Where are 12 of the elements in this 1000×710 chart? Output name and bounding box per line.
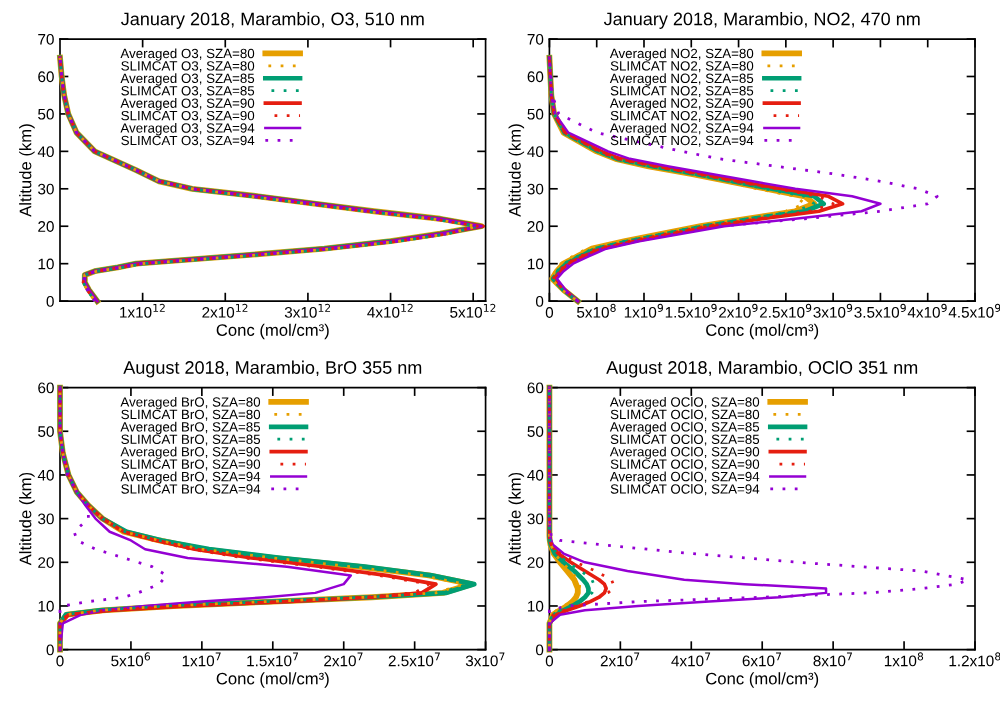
chart-title: January 2018, Marambio, O3, 510 nm xyxy=(121,12,424,29)
y-axis-title: Altitude (km) xyxy=(508,124,525,217)
y-axis-title: Altitude (km) xyxy=(19,124,35,217)
x-axis-title: Conc (mol/cm³) xyxy=(216,323,329,340)
y-axis-title: Altitude (km) xyxy=(19,472,35,566)
x-axis-title: Conc (mol/cm³) xyxy=(706,672,819,688)
chart-title: August 2018, Marambio, BrO 355 nm xyxy=(123,360,422,378)
x-axis-title: Conc (mol/cm³) xyxy=(216,672,329,688)
chart-title: January 2018, Marambio, NO2, 470 nm xyxy=(603,12,920,29)
x-axis-title: Conc (mol/cm³) xyxy=(706,323,819,340)
y-axis-title: Altitude (km) xyxy=(508,472,525,566)
chart-title: August 2018, Marambio, OClO 351 nm xyxy=(606,360,918,378)
